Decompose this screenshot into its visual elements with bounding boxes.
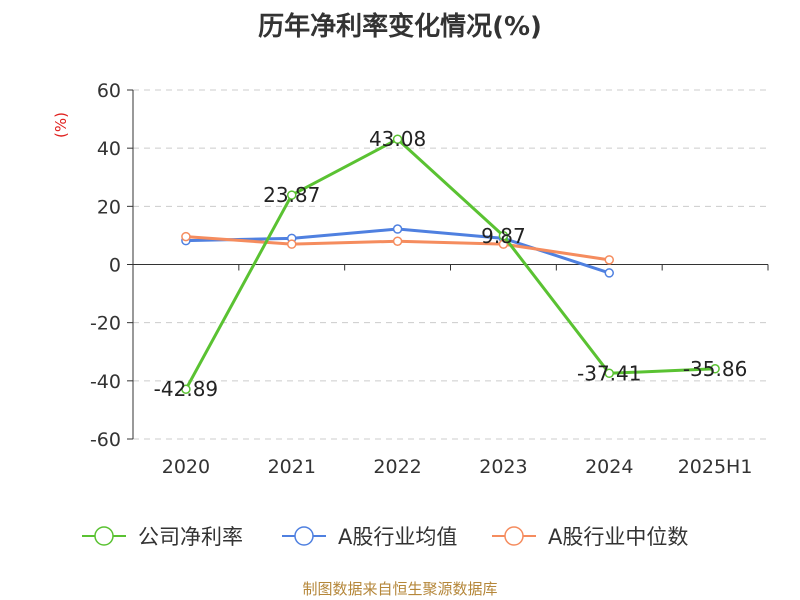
x-tick-label: 2022 — [373, 456, 421, 478]
data-point — [181, 231, 191, 242]
data-label: -37.41 — [577, 361, 641, 385]
data-label: 9.87 — [481, 224, 526, 248]
y-tick-label: -20 — [90, 313, 121, 335]
legend-label: A股行业中位数 — [548, 525, 688, 549]
data-label: -42.89 — [154, 377, 218, 401]
data-source-note: 制图数据来自恒生聚源数据库 — [302, 580, 498, 598]
data-point — [392, 236, 403, 246]
data-point — [287, 190, 297, 200]
y-tick-label: 0 — [109, 255, 121, 277]
legend-label: A股行业均值 — [338, 525, 457, 549]
data-label: 23.87 — [263, 183, 320, 207]
legend-marker — [294, 526, 314, 546]
legend-item: A股行业均值 — [282, 525, 457, 549]
data-point — [604, 268, 614, 278]
legend-marker — [504, 526, 524, 546]
data-point — [604, 368, 614, 379]
chart-title: 历年净利率变化情况(%) — [258, 12, 542, 42]
legend-item: A股行业中位数 — [492, 525, 688, 549]
y-tick-label: 20 — [97, 196, 121, 218]
y-tick-label: 40 — [97, 138, 121, 160]
legend-item: 公司净利率 — [82, 525, 243, 549]
legend-label: 公司净利率 — [138, 525, 243, 549]
data-point — [710, 364, 720, 374]
series-line — [184, 137, 716, 390]
data-point — [392, 224, 403, 234]
data-point — [287, 239, 297, 249]
data-point — [498, 231, 509, 241]
data-label: -35.86 — [683, 357, 747, 381]
data-point — [604, 255, 614, 265]
legend-marker — [94, 526, 114, 546]
data-point — [392, 134, 403, 144]
x-tick-label: 2024 — [585, 456, 633, 478]
x-tick-label: 2025H1 — [678, 456, 753, 478]
x-tick-label: 2021 — [268, 456, 316, 478]
data-label: 43.08 — [369, 127, 426, 151]
y-tick-label: -40 — [90, 371, 121, 393]
x-tick-label: 2023 — [479, 456, 527, 478]
x-tick-label: 2020 — [162, 456, 210, 478]
y-tick-label: 60 — [97, 80, 121, 102]
y-tick-label: -60 — [90, 429, 121, 451]
data-point — [181, 384, 191, 394]
